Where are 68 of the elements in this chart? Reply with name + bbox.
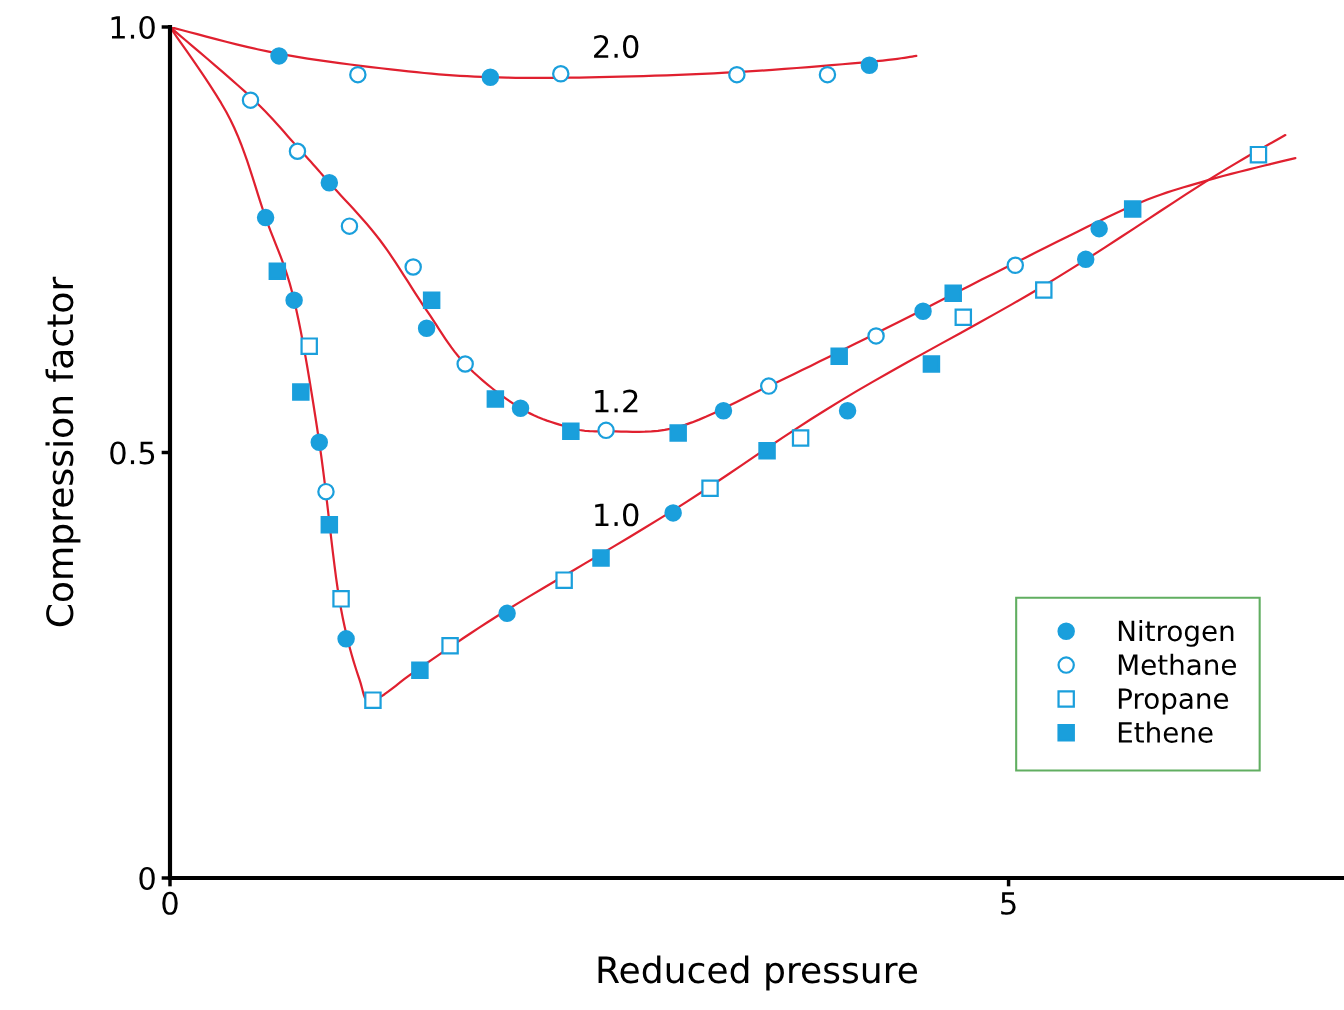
y-tick-label: 1.0	[111, 15, 155, 40]
point	[332, 590, 350, 608]
point	[1249, 145, 1268, 164]
point	[1123, 200, 1142, 218]
point	[340, 217, 359, 235]
point	[1076, 250, 1095, 269]
point	[417, 319, 436, 337]
point	[922, 355, 941, 373]
point	[555, 571, 573, 589]
point	[714, 402, 733, 420]
y-tick-label: 0	[139, 866, 155, 891]
series-label: 2.0	[594, 35, 639, 59]
point	[268, 262, 287, 280]
point	[592, 549, 610, 567]
point	[486, 390, 505, 408]
point	[860, 56, 879, 75]
point	[349, 65, 367, 84]
point	[456, 355, 474, 373]
point	[317, 482, 335, 501]
point	[728, 65, 746, 84]
point	[701, 479, 719, 497]
legend-label: Ethene	[1118, 721, 1213, 743]
legend-label: Methane	[1118, 653, 1236, 676]
series-label: 1.2	[595, 389, 638, 413]
point	[320, 173, 339, 192]
series-label: 1.0	[595, 503, 639, 527]
point	[292, 383, 310, 401]
point	[664, 504, 682, 522]
point	[791, 429, 810, 447]
point	[944, 284, 962, 303]
point	[300, 337, 318, 355]
point	[1090, 219, 1108, 238]
point	[320, 516, 339, 534]
point	[288, 142, 307, 160]
point	[256, 208, 275, 227]
point	[270, 47, 288, 65]
point	[838, 402, 857, 420]
point	[867, 327, 885, 345]
point	[1035, 281, 1053, 299]
x-axis-title: Reduced pressure	[598, 955, 918, 991]
point	[597, 421, 615, 440]
y-tick-label: 0.5	[110, 441, 155, 465]
point	[411, 661, 429, 680]
legend-label: Propane	[1118, 688, 1229, 715]
point	[954, 308, 973, 326]
point	[285, 291, 303, 309]
point	[404, 258, 422, 276]
y-axis-title: Compression factor	[45, 276, 81, 627]
point	[498, 604, 516, 623]
point	[241, 91, 260, 109]
point	[759, 377, 778, 395]
point	[552, 65, 570, 83]
point	[669, 424, 687, 442]
point	[562, 422, 580, 440]
point	[481, 68, 500, 86]
point	[818, 65, 837, 84]
x-tick-label: 5	[1001, 892, 1016, 915]
point	[830, 347, 848, 366]
point	[511, 399, 530, 417]
point	[914, 302, 932, 320]
point	[364, 691, 382, 709]
point	[422, 291, 441, 309]
point	[441, 636, 459, 655]
legend-label: Nitrogen	[1118, 619, 1234, 647]
point	[758, 442, 776, 460]
point	[310, 433, 329, 452]
point	[337, 630, 355, 648]
point	[1006, 256, 1025, 275]
